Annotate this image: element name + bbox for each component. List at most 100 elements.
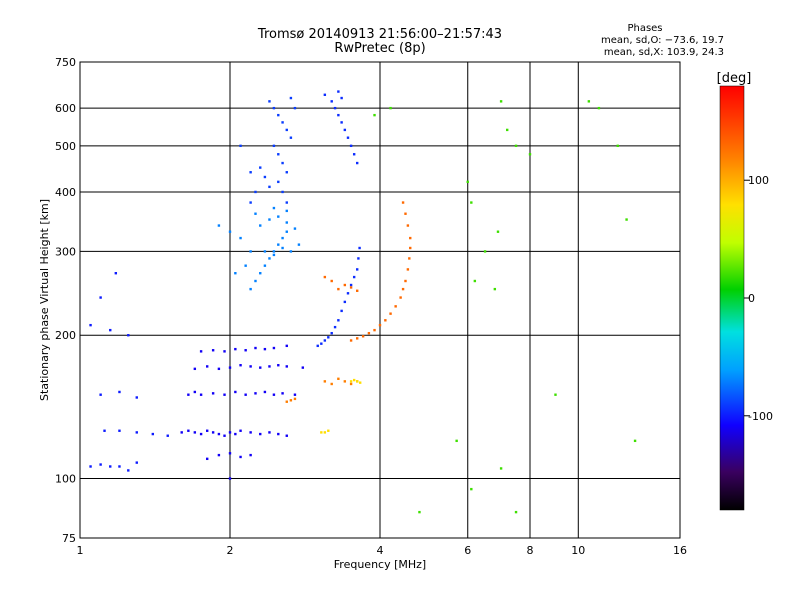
data-point	[103, 429, 106, 432]
colorbar-label: [deg]	[717, 71, 752, 86]
data-point	[135, 431, 138, 434]
data-point	[249, 287, 252, 291]
data-point	[349, 382, 353, 386]
data-point	[483, 250, 487, 253]
colorbar	[719, 85, 745, 511]
data-point	[263, 264, 267, 267]
data-point	[263, 390, 267, 394]
data-point	[217, 367, 221, 371]
data-point	[587, 100, 591, 103]
data-point	[301, 366, 305, 369]
x-tick-label: 2	[227, 544, 234, 557]
data-point	[263, 250, 267, 253]
data-point	[289, 250, 293, 253]
data-point	[277, 113, 280, 117]
data-point	[272, 250, 276, 253]
data-point	[394, 305, 397, 308]
data-point	[355, 380, 359, 383]
x-tick-label: 16	[673, 544, 687, 557]
data-point	[384, 319, 387, 322]
data-point	[234, 347, 237, 351]
data-point	[217, 453, 221, 457]
data-point	[99, 296, 102, 299]
data-point	[259, 272, 262, 275]
colorbar-tick-label: 100	[748, 174, 769, 187]
data-point	[358, 246, 361, 250]
data-point	[333, 106, 337, 110]
y-tick-label: 75	[62, 532, 76, 545]
data-point	[211, 349, 215, 352]
data-point	[166, 434, 169, 437]
data-point	[109, 465, 112, 468]
y-tick-label: 600	[55, 102, 76, 115]
data-point	[285, 344, 288, 348]
data-point	[272, 253, 276, 257]
data-point	[316, 344, 319, 348]
data-point	[355, 161, 359, 165]
data-point	[409, 236, 412, 240]
data-point	[337, 113, 340, 117]
data-point	[249, 453, 252, 457]
data-point	[205, 365, 209, 368]
data-point	[297, 243, 301, 246]
data-point	[406, 268, 410, 271]
data-point	[259, 166, 262, 169]
data-point	[406, 224, 410, 227]
stats-line-x: mean, sd,X: 103.9, 24.3	[604, 47, 724, 58]
data-point	[320, 431, 323, 434]
data-point	[285, 434, 288, 437]
data-point	[340, 121, 343, 124]
data-point	[89, 465, 92, 468]
data-point	[409, 246, 412, 250]
x-tick-label: 8	[527, 544, 534, 557]
data-point	[263, 347, 267, 351]
y-tick-label: 750	[55, 56, 76, 69]
data-point	[234, 272, 237, 275]
data-point	[239, 364, 242, 367]
data-point	[343, 380, 347, 383]
data-point	[343, 128, 347, 132]
data-point	[228, 366, 232, 369]
data-point	[337, 287, 340, 291]
data-point	[285, 201, 288, 204]
data-point	[285, 128, 288, 132]
data-point	[378, 323, 382, 327]
data-point	[554, 393, 557, 396]
y-axis-label: Stationary phase Virtual Height [km]	[38, 199, 51, 401]
data-point	[223, 350, 226, 353]
data-point	[399, 296, 402, 299]
data-point	[505, 128, 509, 132]
data-point	[254, 190, 257, 194]
data-point	[211, 392, 215, 395]
data-point	[259, 432, 262, 436]
data-point	[343, 283, 347, 287]
data-point	[239, 455, 242, 459]
data-point	[401, 287, 405, 291]
data-point	[337, 377, 340, 380]
data-point	[127, 469, 130, 472]
data-point	[323, 339, 327, 342]
data-point	[281, 121, 284, 124]
data-point	[499, 100, 503, 103]
x-tick-label: 4	[377, 544, 384, 557]
data-point	[367, 331, 371, 335]
data-point	[234, 390, 237, 394]
data-point	[404, 212, 407, 215]
stats-line-o: mean, sd,O: −73.6, 19.7	[601, 35, 724, 46]
colorbar-tick-label: 0	[748, 292, 755, 305]
data-point	[263, 175, 267, 179]
data-point	[281, 190, 284, 194]
data-point	[514, 510, 518, 514]
data-point	[470, 201, 473, 204]
data-point	[352, 378, 356, 382]
data-point	[281, 392, 284, 395]
data-point	[268, 185, 271, 189]
data-point	[193, 367, 197, 371]
data-point	[151, 432, 155, 436]
data-point	[285, 365, 288, 368]
data-point	[285, 171, 288, 174]
data-point	[254, 212, 257, 215]
data-point	[109, 328, 112, 332]
x-axis-ticks: 1 2 4 6 8 10 16	[77, 544, 688, 557]
